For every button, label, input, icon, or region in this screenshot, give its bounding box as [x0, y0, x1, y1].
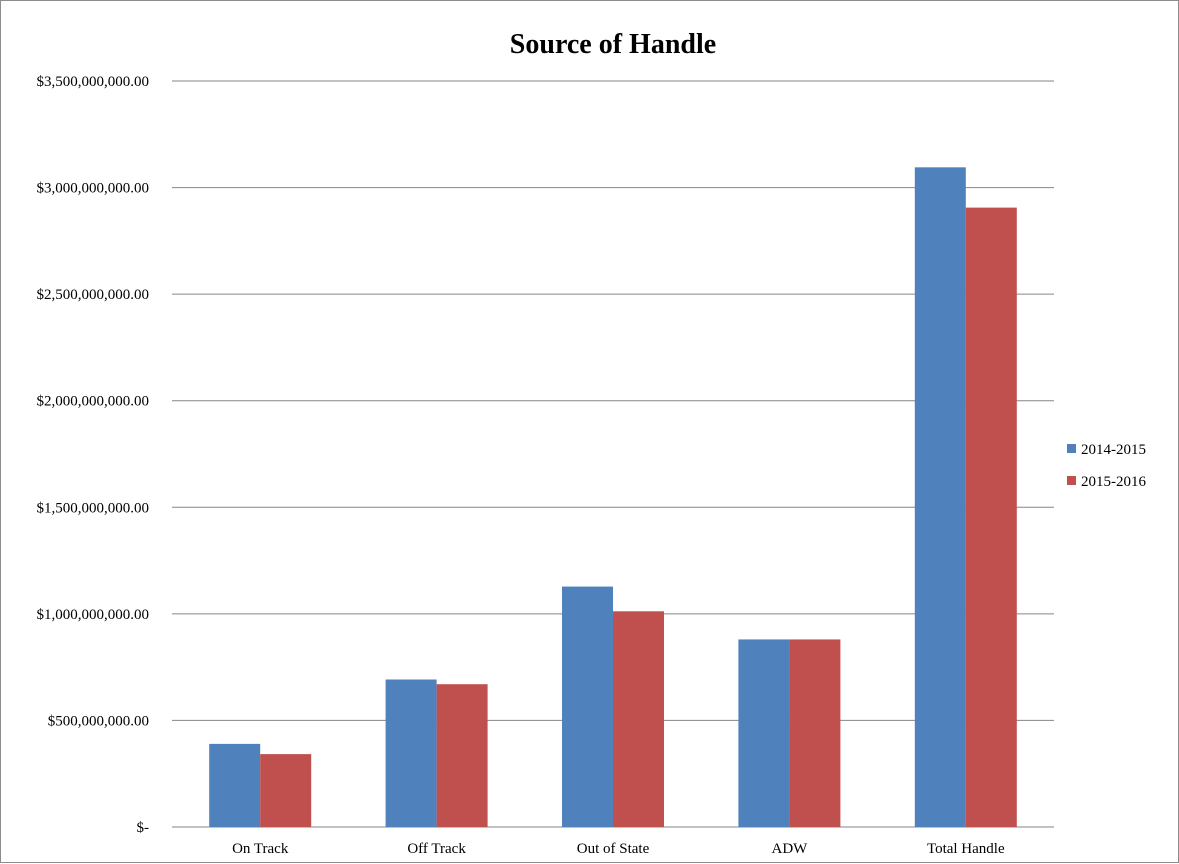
y-tick-label: $2,000,000,000.00: [37, 394, 150, 410]
bar: [209, 743, 261, 827]
x-tick-label: On Track: [232, 841, 289, 857]
bar: [965, 207, 1017, 827]
x-tick-label: ADW: [771, 841, 808, 857]
bar: [914, 167, 966, 827]
bar: [260, 754, 312, 827]
x-tick-label: Out of State: [577, 841, 650, 857]
x-axis-tick-labels: On Track Off Track Out of State ADW Total Ha…: [232, 841, 1005, 857]
legend-swatch: [1067, 476, 1076, 485]
bars: [209, 167, 1017, 827]
y-tick-label: $3,000,000,000.00: [37, 181, 150, 197]
bar: [436, 684, 488, 827]
y-tick-label: $500,000,000.00: [48, 713, 149, 729]
x-tick-label: Off Track: [407, 841, 466, 857]
legend: 2014-2015 2015-2016: [1067, 442, 1146, 490]
y-tick-label: $1,000,000,000.00: [37, 607, 150, 623]
bar: [385, 679, 437, 827]
chart-title: Source of Handle: [510, 29, 716, 60]
y-tick-label: $1,500,000,000.00: [37, 500, 150, 516]
bar: [562, 586, 613, 827]
y-axis-tick-labels: $- $500,000,000.00 $1,000,000,000.00 $1,500…: [37, 74, 150, 836]
y-tick-label: $2,500,000,000.00: [37, 287, 150, 303]
x-tick-label: Total Handle: [927, 841, 1005, 857]
legend-label: 2014-2015: [1081, 442, 1146, 458]
legend-label: 2015-2016: [1081, 474, 1146, 490]
bar: [613, 611, 664, 827]
y-tick-label: $-: [137, 820, 150, 836]
legend-swatch: [1067, 444, 1076, 453]
bar: [738, 639, 790, 827]
bar: [789, 639, 841, 827]
y-tick-label: $3,500,000,000.00: [37, 74, 150, 90]
